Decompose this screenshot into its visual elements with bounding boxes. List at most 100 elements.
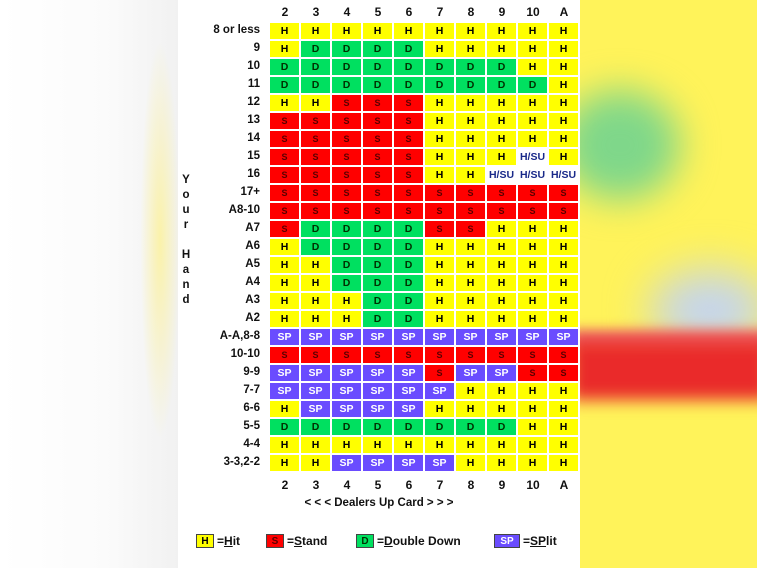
strategy-cell: SP xyxy=(332,401,361,417)
legend-text: lit xyxy=(546,534,557,548)
dealer-card-header: 5 xyxy=(374,5,382,19)
legend-equals: = xyxy=(523,534,531,548)
strategy-cell: SP xyxy=(456,329,485,345)
legend-text: it xyxy=(232,534,241,548)
strategy-cell: H xyxy=(487,383,516,399)
hand-label: 3-3,2-2 xyxy=(223,456,260,468)
strategy-cell: S xyxy=(425,185,454,201)
strategy-cell: D xyxy=(301,41,330,57)
strategy-cell: H xyxy=(456,41,485,57)
strategy-cell: SP xyxy=(270,329,299,345)
strategy-cell: H xyxy=(487,293,516,309)
legend-item: SP = SP lit xyxy=(494,533,557,549)
strategy-cell: S xyxy=(456,203,485,219)
strategy-cell: SP xyxy=(301,401,330,417)
strategy-cell: H xyxy=(518,59,547,75)
hand-axis-letter: Y xyxy=(182,174,190,186)
strategy-cell: S xyxy=(363,347,392,363)
hand-label: A8-10 xyxy=(228,204,260,216)
strategy-cell: SP xyxy=(332,329,361,345)
legend-swatch: H xyxy=(196,534,214,548)
dealer-card-footer: 10 xyxy=(526,478,540,492)
strategy-cell: S xyxy=(363,167,392,183)
strategy-cell: D xyxy=(332,419,361,435)
strategy-cell: S xyxy=(270,347,299,363)
strategy-cell: H xyxy=(301,257,330,273)
strategy-cell: H xyxy=(518,437,547,453)
strategy-cell: SP xyxy=(363,365,392,381)
strategy-cell: S xyxy=(363,113,392,129)
strategy-cell: S xyxy=(394,131,423,147)
strategy-cell: D xyxy=(332,59,361,75)
strategy-cell: D xyxy=(487,59,516,75)
hand-label: A6 xyxy=(245,240,260,252)
strategy-cell: H xyxy=(301,311,330,327)
strategy-cell: H xyxy=(425,257,454,273)
strategy-cell: H xyxy=(301,23,330,39)
strategy-cell: H xyxy=(518,41,547,57)
strategy-cell: H xyxy=(425,23,454,39)
strategy-cell: D xyxy=(456,419,485,435)
strategy-cell: SP xyxy=(332,365,361,381)
blurred-left-background xyxy=(0,0,180,568)
strategy-cell: D xyxy=(425,77,454,93)
strategy-cell: S xyxy=(301,203,330,219)
strategy-cell: S xyxy=(394,203,423,219)
strategy-cell: S xyxy=(456,221,485,237)
hand-axis-letter: H xyxy=(181,249,191,261)
strategy-cell: S xyxy=(332,131,361,147)
hand-label: 16 xyxy=(247,168,260,180)
strategy-cell: D xyxy=(394,293,423,309)
strategy-cell: H xyxy=(456,149,485,165)
strategy-cell: S xyxy=(549,365,578,381)
strategy-cell: H xyxy=(425,41,454,57)
strategy-cell: D xyxy=(363,59,392,75)
strategy-cell: S xyxy=(394,149,423,165)
strategy-cell: D xyxy=(301,77,330,93)
strategy-cell: D xyxy=(332,221,361,237)
strategy-cell: D xyxy=(487,77,516,93)
strategy-cell: SP xyxy=(487,365,516,381)
strategy-cell: H xyxy=(518,239,547,255)
strategy-cell: H xyxy=(456,131,485,147)
strategy-cell: H xyxy=(487,275,516,291)
dealer-card-footer: A xyxy=(559,478,569,492)
strategy-cell: H xyxy=(425,167,454,183)
strategy-cell: D xyxy=(394,419,423,435)
strategy-cell: H xyxy=(487,221,516,237)
strategy-cell: S xyxy=(425,347,454,363)
strategy-cell: S xyxy=(394,185,423,201)
strategy-cell: H xyxy=(456,311,485,327)
strategy-cell: H xyxy=(425,95,454,111)
strategy-cell: SP xyxy=(394,401,423,417)
dealer-card-footer: 5 xyxy=(374,478,382,492)
strategy-cell: D xyxy=(332,77,361,93)
strategy-cell: S xyxy=(270,221,299,237)
strategy-cell: SP xyxy=(394,455,423,471)
strategy-cell: H xyxy=(270,437,299,453)
strategy-cell: SP xyxy=(394,329,423,345)
strategy-cell: H xyxy=(394,437,423,453)
strategy-cell: H xyxy=(425,239,454,255)
strategy-cell: SP xyxy=(518,329,547,345)
strategy-cell: S xyxy=(332,113,361,129)
strategy-cell: SP xyxy=(332,455,361,471)
strategy-cell: D xyxy=(332,275,361,291)
strategy-cell: H xyxy=(425,149,454,165)
strategy-cell: H xyxy=(518,455,547,471)
dealer-card-header: 6 xyxy=(405,5,413,19)
strategy-cell: D xyxy=(301,221,330,237)
strategy-cell: D xyxy=(394,257,423,273)
legend-key-letter: D xyxy=(384,534,393,548)
hand-label: 15 xyxy=(247,150,260,162)
strategy-cell: S xyxy=(301,113,330,129)
dealer-card-footer: 2 xyxy=(281,478,289,492)
strategy-cell: S xyxy=(332,185,361,201)
dealer-card-header: 4 xyxy=(343,5,351,19)
strategy-cell: D xyxy=(270,77,299,93)
dealer-card-header: 2 xyxy=(281,5,289,19)
strategy-cell: H xyxy=(425,437,454,453)
strategy-cell: D xyxy=(425,419,454,435)
strategy-cell: H xyxy=(270,293,299,309)
strategy-cell: H xyxy=(487,149,516,165)
